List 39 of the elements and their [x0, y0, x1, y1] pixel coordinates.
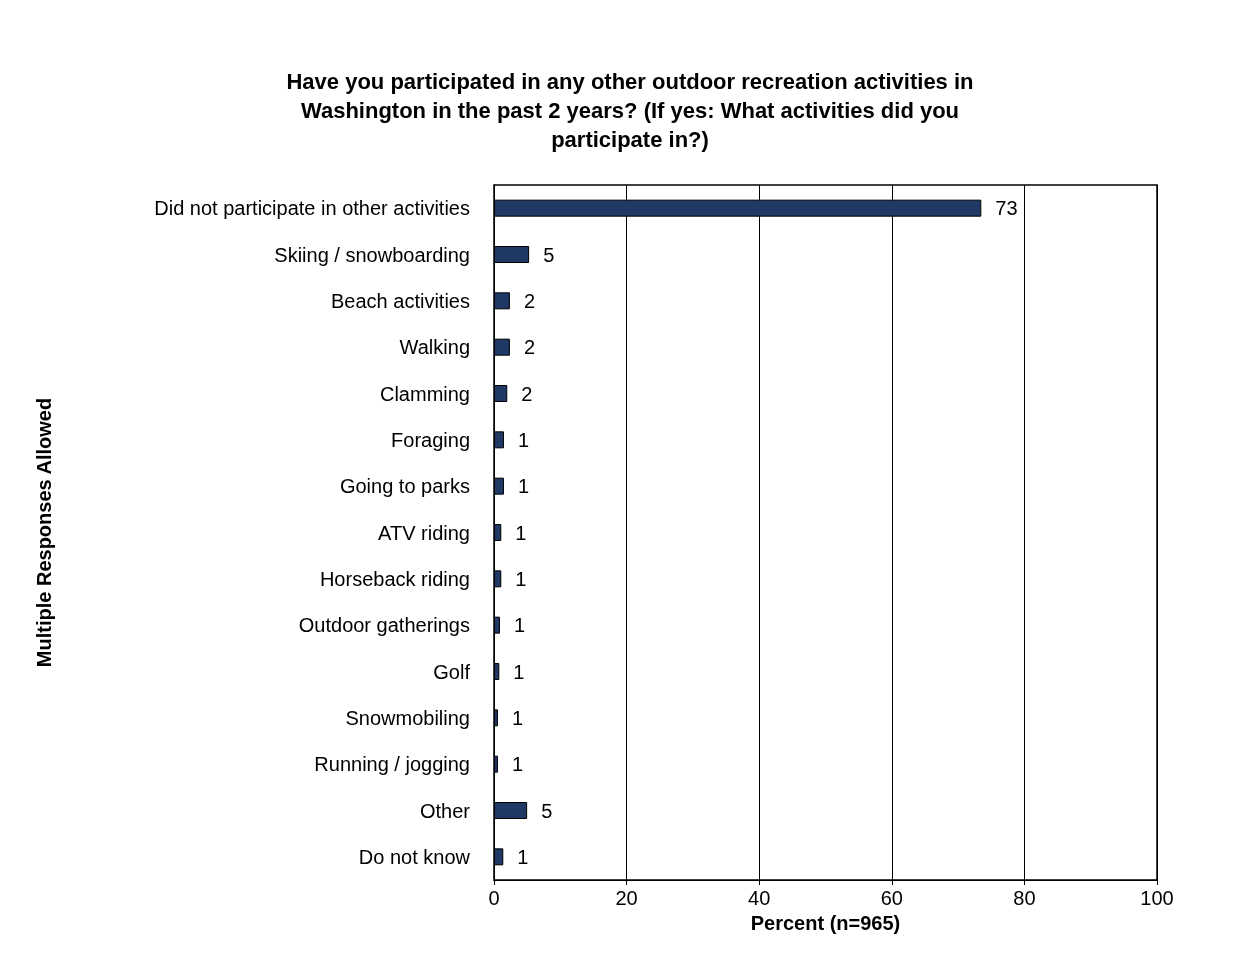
data-label: 1 [517, 428, 530, 451]
y-tick-label: Other [419, 799, 471, 822]
x-tick-label: 100 [1140, 887, 1174, 909]
x-tick-label: 40 [748, 887, 771, 909]
y-tick-label: Going to parks [339, 475, 470, 498]
y-tick-label: Clamming [379, 382, 470, 405]
y-tick-label: Did not participate in other activities [154, 197, 470, 220]
y-tick-label: Foraging [391, 428, 470, 451]
data-label: 2 [521, 382, 533, 405]
y-tick-label: Walking [399, 336, 470, 359]
chart-title: Have you participated in any other outdoor recreation activities in Washington in the past 2 years? (If yes: What activities did you participate in?) [286, 69, 974, 152]
y-tick-label: Snowmobiling [345, 706, 470, 729]
y-tick-label: Do not know [358, 845, 471, 868]
x-tick-label: 20 [615, 887, 638, 909]
y-tick-label: Golf [433, 660, 471, 683]
y-tick-label: Horseback riding [319, 567, 470, 590]
data-label: 73 [995, 197, 1018, 220]
data-label: 1 [517, 845, 529, 868]
data-label: 1 [515, 567, 527, 590]
data-label: 1 [511, 753, 524, 776]
data-label: 2 [523, 336, 536, 359]
y-tick-label: Running / jogging [314, 753, 470, 776]
data-label: 1 [513, 660, 525, 683]
y-axis-title: Multiple Responses Allowed [33, 397, 55, 668]
data-label: 1 [515, 521, 527, 544]
y-tick-label: Beach activities [331, 289, 470, 312]
y-tick-label: Outdoor gatherings [298, 614, 470, 637]
data-label: 5 [543, 243, 555, 266]
x-axis-title: Percent (n=965) [750, 911, 901, 934]
x-tick-label: 0 [488, 887, 500, 909]
data-label: 5 [541, 799, 553, 822]
data-label: 2 [523, 289, 536, 312]
y-tick-label: ATV riding [378, 521, 470, 544]
data-label: 1 [511, 706, 524, 729]
x-tick-label: 80 [1013, 887, 1036, 909]
data-label: 1 [513, 614, 526, 637]
data-label: 1 [517, 475, 530, 498]
y-tick-label: Skiing / snowboarding [274, 243, 470, 266]
x-tick-label: 60 [880, 887, 903, 909]
